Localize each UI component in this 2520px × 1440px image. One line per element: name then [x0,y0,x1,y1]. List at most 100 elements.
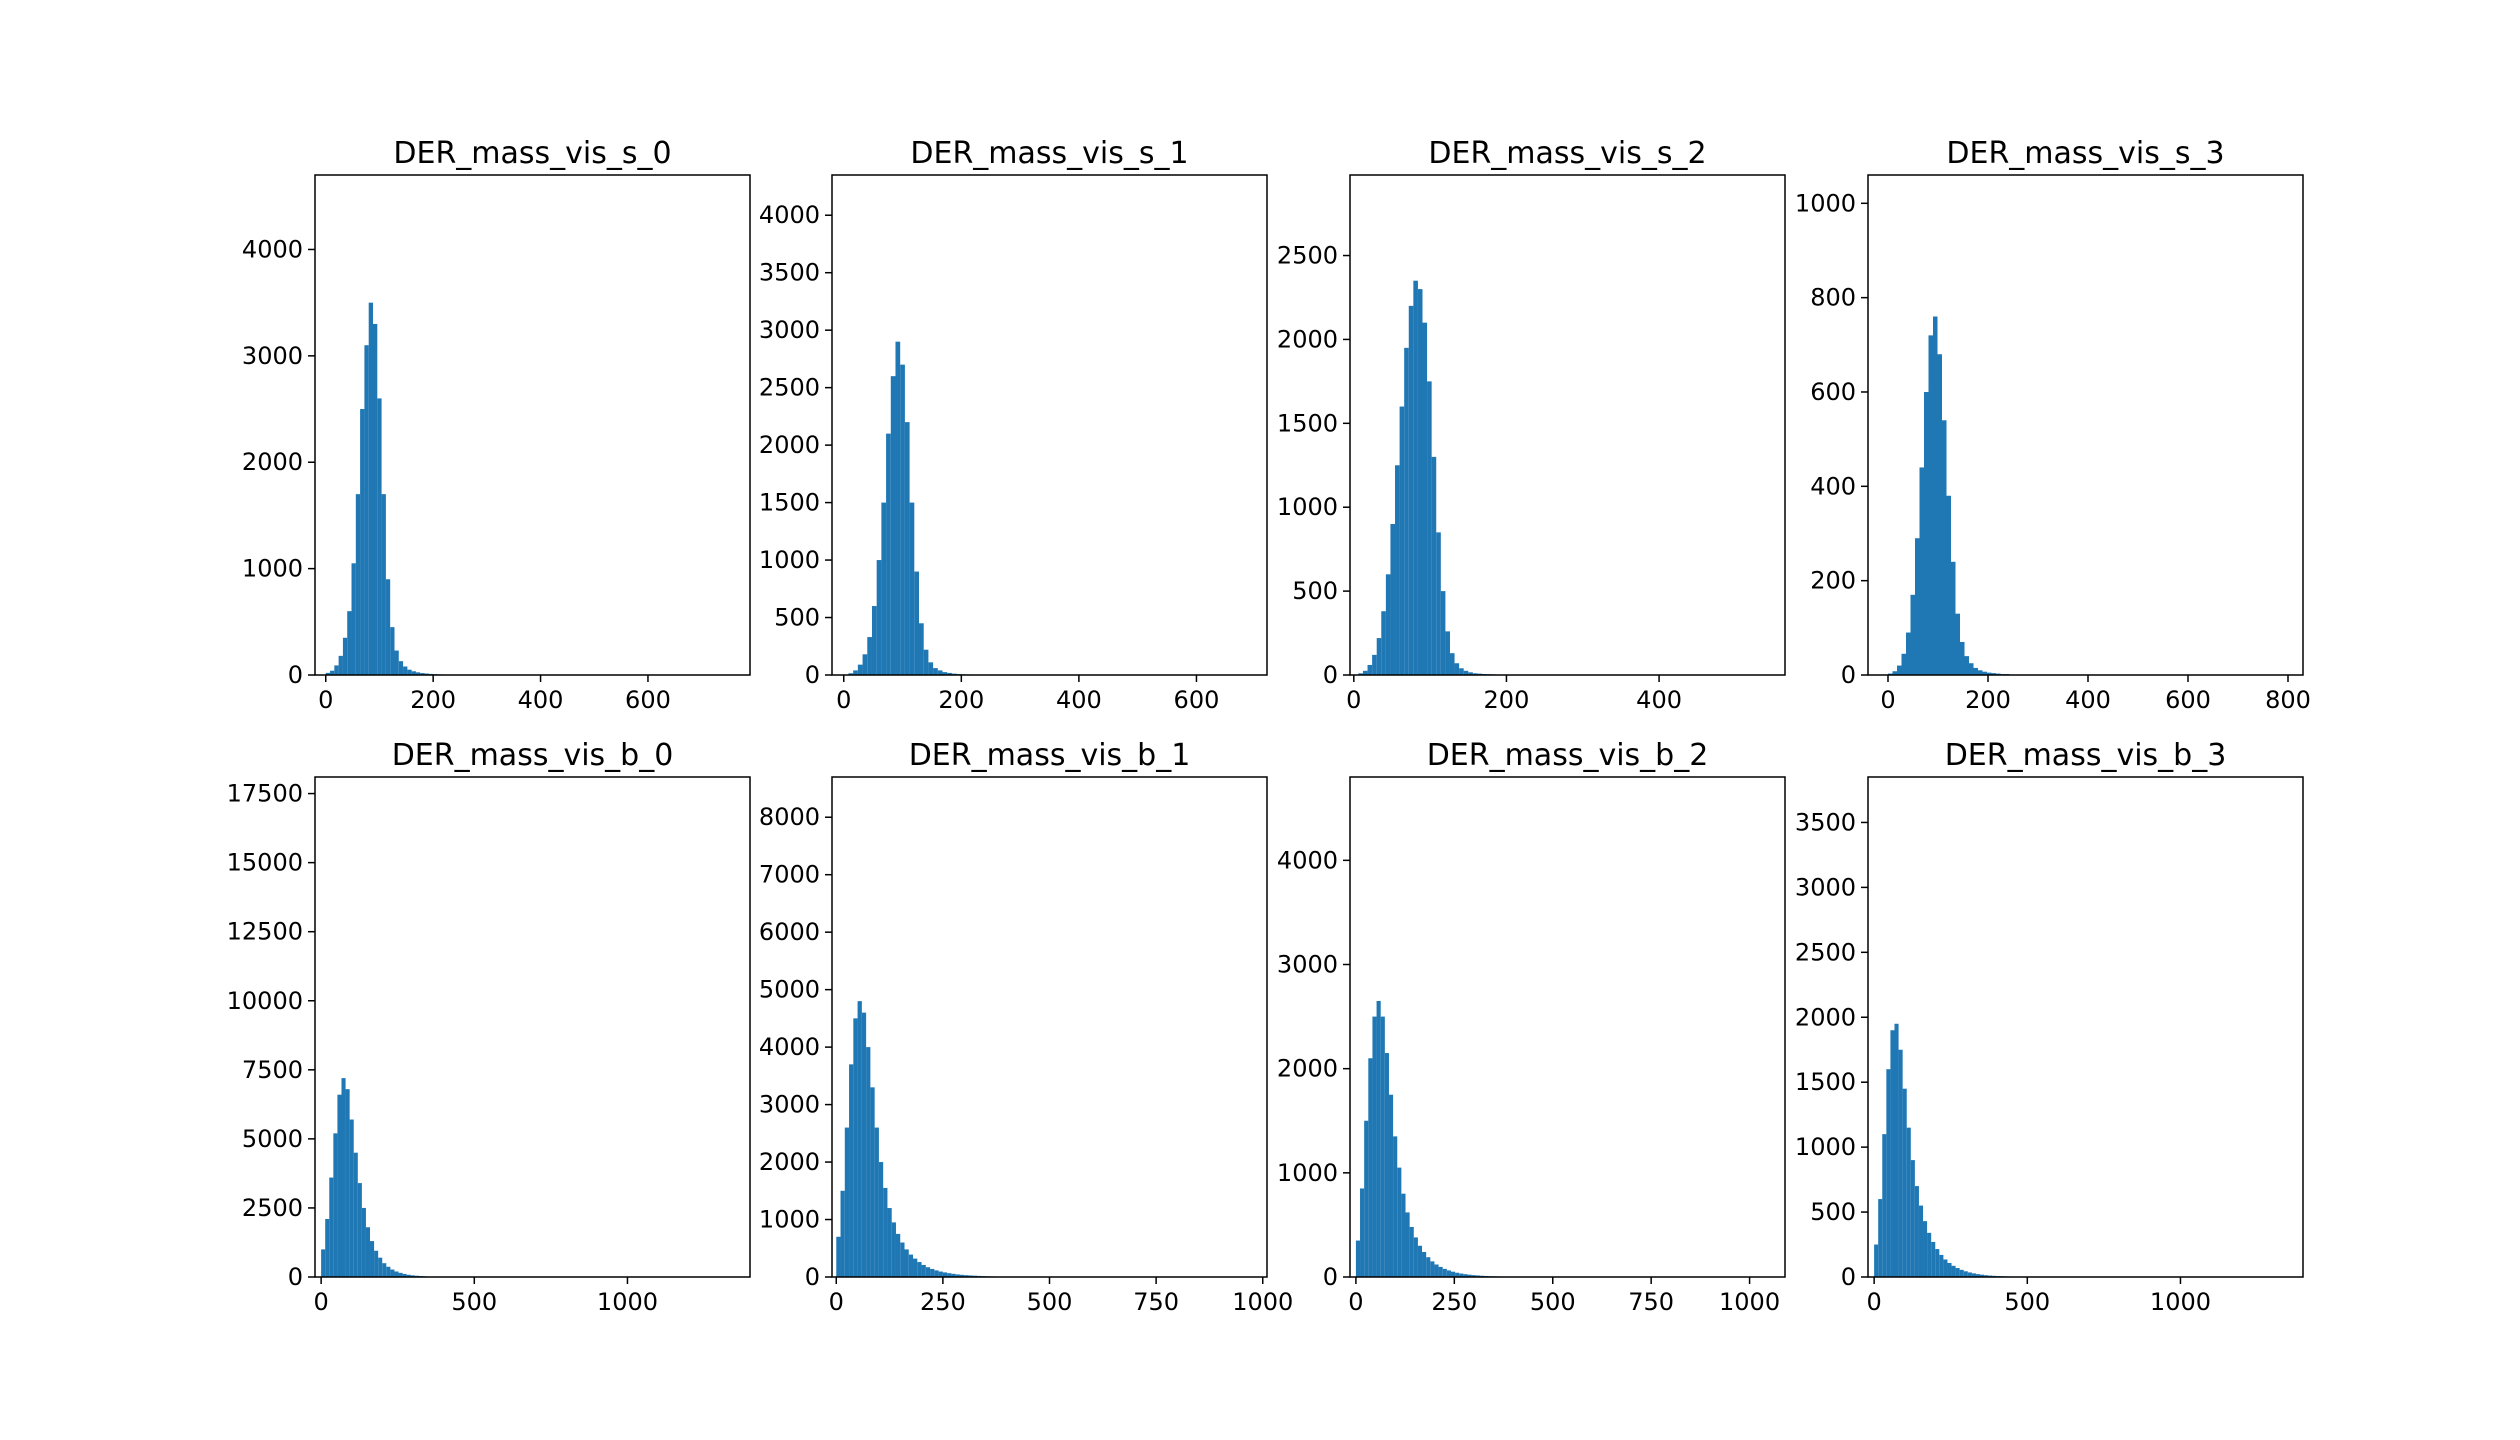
y-tick-label: 0 [1323,661,1338,689]
x-tick-label: 750 [1628,1288,1674,1316]
histogram-panel: DER_mass_vis_b_00 500 10000250050007500100… [227,738,751,1316]
histogram-bar [876,560,882,675]
histogram-bar [1973,667,1978,675]
histogram-bar [1372,1016,1377,1277]
histogram-bar [381,494,386,675]
bars-group [1355,1000,1534,1277]
histogram-bar [373,323,378,675]
histogram-bar [947,672,952,675]
histogram-bar [1409,1227,1414,1277]
y-tick-label: 5000 [242,1125,303,1153]
histogram-bar [1438,1266,1443,1277]
y-tick-label: 3000 [1277,951,1338,979]
histogram-bar [1376,638,1382,675]
y-tick-label: 10000 [227,987,303,1015]
histogram-bar [1376,1000,1381,1277]
histogram-bar [878,1162,884,1277]
histogram-bar [347,611,352,675]
x-tick-label: 200 [938,686,984,714]
histogram-bar [1915,538,1920,675]
axes-frame [1349,174,1786,676]
histogram-bar [1931,1241,1936,1277]
histogram-bar [908,1254,914,1277]
x-tick-label: 200 [1484,686,1530,714]
histogram-bar [1963,1271,1968,1277]
histogram-bar [361,1207,366,1277]
histogram-bar [844,1127,850,1277]
histogram-bar [377,398,382,675]
y-tick-label: 1500 [1795,1068,1856,1096]
x-tick-label: 1000 [597,1288,658,1316]
axes-frame [314,776,751,1278]
y-tick-label: 800 [1810,284,1856,312]
histogram-bar [862,654,868,675]
x-tick-label: 600 [1174,686,1220,714]
histogram-bar [1372,654,1377,675]
x-tick-label: 500 [1027,1288,1073,1316]
y-tick-label: 5000 [759,976,820,1004]
bars-group [321,1078,481,1277]
histogram-bar [1427,381,1432,675]
histogram-bar [1390,523,1396,675]
histogram-bar [368,302,373,675]
histogram-bar [1385,574,1391,675]
histogram-bar [1459,1273,1464,1277]
y-tick-label: 3000 [759,316,820,344]
histogram-bar [853,1018,858,1277]
histogram-bar [881,502,887,675]
histogram-bar [1463,1274,1468,1277]
histogram-bar [959,1274,965,1277]
histogram-bar [1890,1030,1895,1277]
histogram-bar [942,672,948,675]
histogram-bar [1980,1274,1985,1277]
histogram-bar [1987,672,1992,675]
y-tick-label: 1500 [759,489,820,517]
histogram-bar [1405,1212,1410,1277]
x-tick-label: 500 [2004,1288,2050,1316]
histogram-bar [370,1241,375,1277]
histogram-bar [1942,420,1947,675]
x-tick-label: 500 [451,1288,497,1316]
histogram-bar [1951,561,1956,675]
histogram-bar [390,1269,395,1277]
histogram-bar [329,1177,334,1277]
y-tick-label: 600 [1810,378,1856,406]
histogram-bar [867,637,872,675]
bars-group [1888,316,2028,675]
histogram-bar [921,1264,926,1277]
histogram-bar [1388,1094,1394,1277]
histogram-bar [1358,673,1363,675]
bars-group [848,341,1018,675]
y-tick-label: 400 [1810,472,1856,500]
histogram-bar [325,672,331,675]
histogram-panel: DER_mass_vis_s_2 0 200 400 0 500 1000 1500 2000 2… [1277,136,1786,714]
histogram-bar [1434,1264,1439,1277]
y-tick-label: 2500 [242,1194,303,1222]
histogram-bar [342,637,348,675]
histogram-bar [874,1127,879,1277]
histogram-bar [1967,1272,1972,1277]
histogram-bar [1937,354,1942,675]
chart-title: DER_mass_vis_s_2 [1428,136,1706,171]
chart-title: DER_mass_vis_b_1 [909,738,1191,773]
histogram-panel: DER_mass_vis_s_0 0 200 400 600 0 1000 2000 3000 4… [242,136,751,714]
histogram-bar [1982,671,1987,675]
histogram-bar [1393,1136,1398,1277]
histogram-bar [964,1275,969,1277]
histogram-bar [1362,670,1368,675]
histogram-bar [1450,1271,1456,1277]
histogram-bar [1955,1268,1960,1277]
y-tick-label: 0 [288,661,303,689]
histogram-bar [1939,1254,1944,1277]
histogram-bar [848,673,854,675]
histogram-panel: DER_mass_vis_b_1 0 250 500 750 1000 0 1000 2000 3… [759,738,1293,1316]
chart-title: DER_mass_vis_b_3 [1945,738,2227,773]
histogram-bar [321,1249,326,1277]
x-tick-label: 0 [313,1288,328,1316]
histogram-bar [1467,1274,1472,1277]
histogram-bar [1969,663,1974,675]
axes-frame [831,776,1268,1278]
histogram-bar [1422,322,1428,675]
histogram-bar [886,433,891,675]
